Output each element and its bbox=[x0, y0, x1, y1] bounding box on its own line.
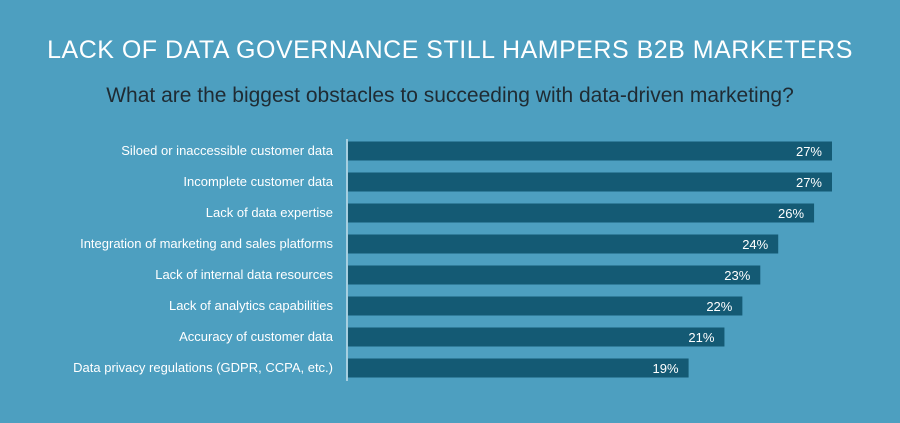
bar-value-label: 27% bbox=[796, 144, 822, 159]
category-label: Incomplete customer data bbox=[183, 174, 333, 189]
bar-value-label: 23% bbox=[724, 268, 750, 283]
category-label: Lack of data expertise bbox=[206, 205, 333, 220]
bar bbox=[348, 141, 832, 161]
bar-value-label: 19% bbox=[653, 361, 679, 376]
bar bbox=[348, 172, 832, 192]
bar-value-label: 24% bbox=[742, 237, 768, 252]
bar-value-label: 27% bbox=[796, 175, 822, 190]
chart-subtitle: What are the biggest obstacles to succee… bbox=[106, 84, 794, 107]
bar bbox=[348, 296, 743, 316]
category-label: Accuracy of customer data bbox=[179, 329, 334, 344]
category-label: Data privacy regulations (GDPR, CCPA, et… bbox=[73, 360, 333, 375]
bar-value-label: 21% bbox=[688, 330, 714, 345]
bar-value-label: 26% bbox=[778, 206, 804, 221]
category-label: Lack of internal data resources bbox=[155, 267, 333, 282]
bar bbox=[348, 234, 779, 254]
bar bbox=[348, 358, 689, 378]
bar bbox=[348, 265, 761, 285]
category-label: Integration of marketing and sales platf… bbox=[80, 236, 333, 251]
category-label: Siloed or inaccessible customer data bbox=[121, 143, 333, 158]
bar bbox=[348, 327, 725, 347]
category-label: Lack of analytics capabilities bbox=[169, 298, 334, 313]
bar bbox=[348, 203, 815, 223]
bar-value-label: 22% bbox=[706, 299, 732, 314]
chart-title: LACK OF DATA GOVERNANCE STILL HAMPERS B2… bbox=[47, 36, 853, 64]
